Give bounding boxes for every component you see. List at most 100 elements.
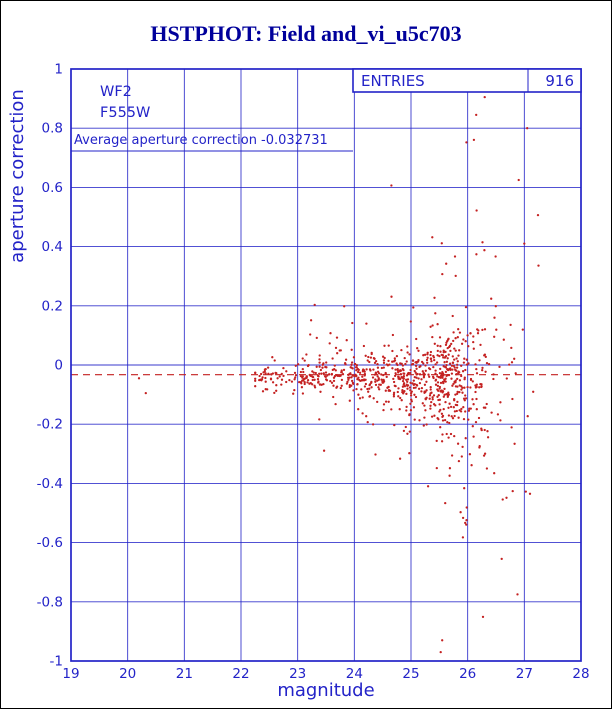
scatter-point: [479, 382, 482, 386]
scatter-point: [400, 376, 403, 379]
scatter-point: [261, 390, 265, 393]
scatter-point: [454, 368, 457, 371]
scatter-point: [471, 398, 474, 401]
scatter-point: [441, 414, 445, 418]
scatter-point: [355, 387, 358, 391]
scatter-point: [456, 377, 459, 381]
x-tick-label: 21: [176, 666, 193, 682]
scatter-point: [264, 376, 267, 380]
scatter-point: [436, 395, 439, 398]
scatter-point: [405, 383, 408, 386]
scatter-point: [430, 415, 434, 418]
scatter-point: [280, 378, 284, 381]
scatter-point: [400, 399, 403, 402]
scatter-point: [441, 639, 444, 642]
scatter-point: [394, 372, 397, 375]
scatter-point: [448, 474, 451, 477]
scatter-point: [462, 361, 466, 364]
scatter-point: [431, 396, 434, 399]
scatter-point: [476, 328, 479, 331]
scatter-point: [446, 357, 449, 360]
scatter-point: [319, 390, 322, 393]
scatter-point: [472, 403, 475, 406]
scatter-point: [435, 361, 439, 364]
scatter-point: [454, 337, 457, 340]
scatter-point: [361, 375, 364, 378]
scatter-point: [348, 385, 351, 389]
scatter-point: [454, 393, 457, 396]
scatter-point: [301, 367, 304, 371]
filter-label: F555W: [100, 105, 150, 121]
scatter-point: [384, 400, 388, 403]
scatter-point: [481, 366, 484, 370]
scatter-point: [447, 436, 450, 439]
scatter-point: [334, 402, 337, 406]
scatter-point: [450, 342, 453, 346]
scatter-point: [410, 363, 414, 366]
scatter-point: [356, 368, 360, 371]
scatter-point: [413, 375, 416, 379]
scatter-point: [395, 354, 399, 358]
scatter-point: [313, 378, 316, 381]
scatter-point: [367, 355, 370, 359]
scatter-point: [448, 362, 452, 365]
scatter-point: [395, 362, 398, 365]
scatter-point: [409, 368, 412, 372]
scatter-point: [314, 371, 317, 375]
scatter-point: [465, 519, 468, 522]
scatter-point: [457, 416, 460, 419]
scatter-point: [460, 455, 463, 458]
scatter-point: [457, 354, 460, 357]
scatter-point: [372, 368, 375, 371]
scatter-point: [347, 378, 350, 381]
scatter-point: [271, 372, 275, 375]
scatter-point: [309, 382, 312, 385]
scatter-point: [264, 380, 267, 383]
scatter-point: [429, 325, 432, 328]
scatter-point: [465, 363, 469, 366]
scatter-point: [354, 366, 358, 369]
scatter-point: [385, 363, 388, 366]
scatter-point: [345, 339, 348, 342]
scatter-point: [254, 377, 257, 380]
scatter-point: [427, 367, 431, 370]
scatter-point: [288, 378, 291, 382]
scatter-point: [447, 414, 451, 417]
scatter-point: [509, 323, 512, 327]
scatter-point: [482, 454, 486, 457]
scatter-point: [425, 396, 428, 399]
scatter-point: [451, 355, 454, 358]
scatter-point: [424, 409, 427, 412]
scatter-point: [440, 242, 443, 245]
scatter-point: [453, 434, 456, 438]
scatter-point: [441, 433, 444, 436]
scatter-point: [405, 360, 408, 363]
scatter-point: [490, 297, 493, 300]
scatter-point: [382, 359, 386, 362]
scatter-point: [436, 375, 439, 378]
scatter-point: [523, 242, 526, 245]
scatter-point: [394, 368, 397, 371]
scatter-point: [458, 349, 461, 352]
scatter-point: [392, 360, 396, 363]
scatter-point: [452, 331, 455, 334]
scatter-point: [405, 378, 408, 381]
scatter-point: [406, 432, 409, 435]
scatter-point: [399, 396, 402, 400]
scatter-point: [338, 374, 341, 378]
scatter-point: [438, 387, 441, 390]
scatter-point: [317, 380, 320, 383]
scatter-point: [532, 390, 535, 393]
scatter-point: [365, 322, 368, 325]
scatter-point: [368, 395, 371, 398]
scatter-point: [339, 386, 342, 390]
scatter-point: [340, 378, 344, 382]
scatter-point: [264, 388, 267, 391]
x-tick-label: 20: [119, 666, 136, 682]
scatter-point: [397, 395, 400, 398]
scatter-point: [443, 387, 446, 391]
scatter-point: [414, 371, 417, 374]
scatter-point: [442, 374, 445, 377]
scatter-point: [417, 387, 421, 390]
scatter-point: [513, 442, 516, 445]
